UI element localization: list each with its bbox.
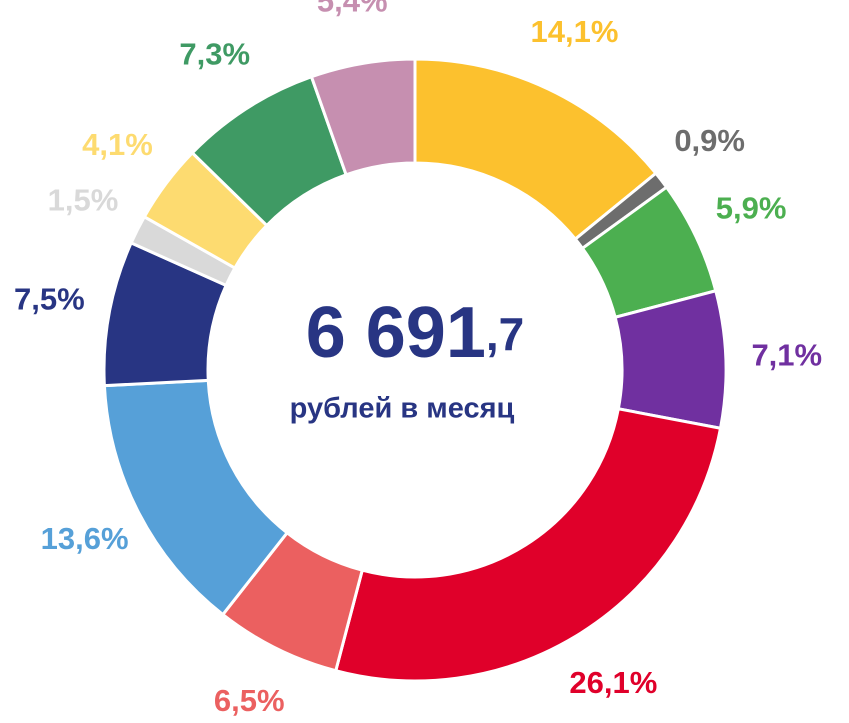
- value-label: 5,9%: [716, 191, 787, 226]
- slice: [613, 288, 728, 431]
- value-label: 4,1%: [82, 127, 153, 162]
- center-value: 6 691,7: [306, 293, 525, 373]
- value-label: 13,6%: [41, 521, 129, 556]
- center-value-decimal: ,7: [486, 308, 524, 360]
- value-label: 14,1%: [530, 14, 618, 49]
- value-label: 1,5%: [48, 182, 119, 217]
- value-label: 7,1%: [751, 337, 822, 372]
- value-label: 0,9%: [674, 123, 745, 158]
- value-label: 26,1%: [569, 665, 657, 700]
- subtitle: рублей в месяц: [290, 393, 515, 425]
- value-label: 6,5%: [214, 683, 285, 718]
- slice: [333, 407, 723, 683]
- value-label: 7,3%: [179, 37, 250, 72]
- value-label: 7,5%: [14, 282, 85, 317]
- slice: [309, 57, 417, 177]
- center-value-integer: 6 691: [306, 293, 486, 373]
- value-label: 5,4%: [317, 0, 388, 19]
